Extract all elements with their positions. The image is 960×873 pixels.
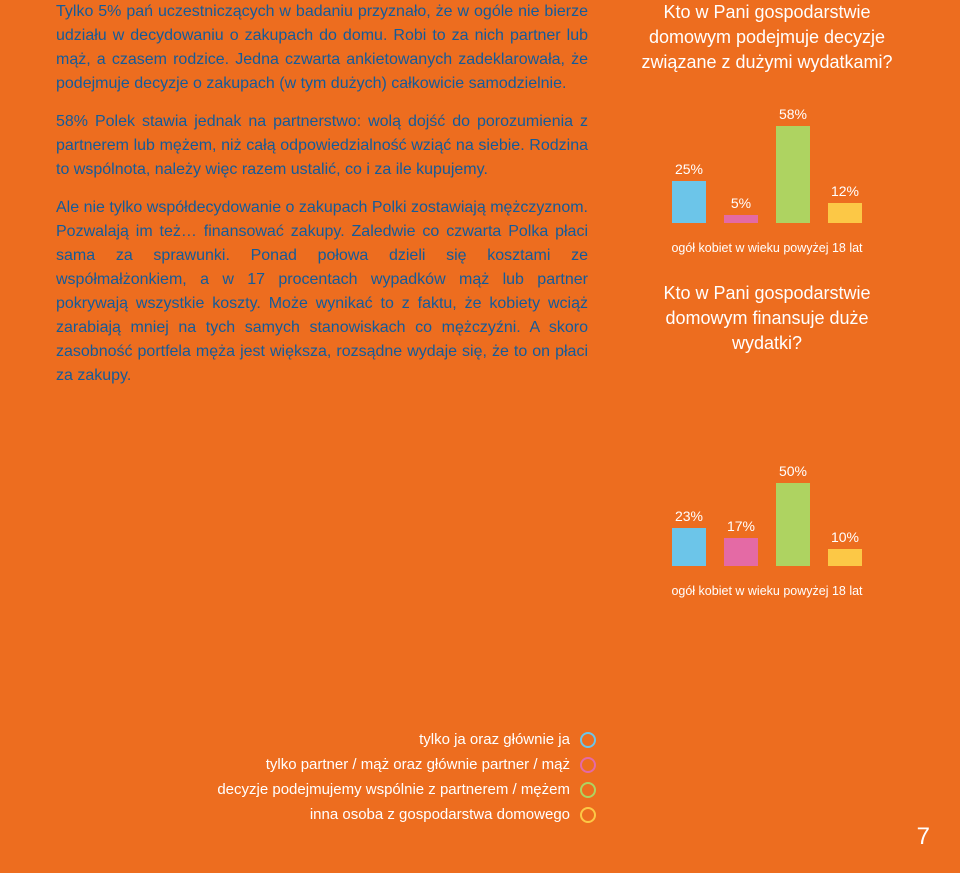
bar: [672, 181, 706, 223]
chart-2: 23% 17% 50% 10%: [636, 446, 898, 566]
legend-row: tylko partner / mąż oraz głównie partner…: [266, 756, 596, 773]
legend-swatch: [580, 807, 596, 823]
bar: [724, 215, 758, 223]
bar-label: 58%: [779, 106, 807, 122]
bar-label: 50%: [779, 463, 807, 479]
bar-wrap: 5%: [721, 195, 761, 223]
chart-1-title: Kto w Pani gospodarstwie domowym podejmu…: [636, 0, 898, 75]
chart-1-block: Kto w Pani gospodarstwie domowym podejmu…: [636, 0, 898, 255]
page-number: 7: [917, 823, 930, 851]
page: Tylko 5% pań uczestniczących w badaniu p…: [0, 0, 960, 873]
chart-2-bars-block: 23% 17% 50% 10% ogół kobiet w wieku powyżej…: [636, 446, 898, 598]
chart-1: 25% 5% 58% 12%: [636, 103, 898, 223]
legend-row: decyzje podejmujemy wspólnie z partnerem…: [217, 781, 596, 798]
bar-label: 23%: [675, 508, 703, 524]
bar: [828, 203, 862, 223]
bar: [776, 483, 810, 566]
bar-wrap: 10%: [825, 529, 865, 566]
bar-wrap: 25%: [669, 161, 709, 223]
bar-label: 5%: [731, 195, 751, 211]
legend-swatch: [580, 732, 596, 748]
bar-label: 17%: [727, 518, 755, 534]
bar-wrap: 23%: [669, 508, 709, 566]
bar-label: 12%: [831, 183, 859, 199]
right-column: Kto w Pani gospodarstwie domowym podejmu…: [636, 0, 898, 624]
bar: [724, 538, 758, 566]
bar: [776, 126, 810, 223]
chart-2-caption: ogół kobiet w wieku powyżej 18 lat: [636, 584, 898, 598]
legend-row: tylko ja oraz głównie ja: [419, 731, 596, 748]
paragraph-2: 58% Polek stawia jednak na partnerstwo: …: [56, 110, 588, 182]
legend-swatch: [580, 757, 596, 773]
paragraph-1: Tylko 5% pań uczestniczących w badaniu p…: [56, 0, 588, 96]
legend-text: inna osoba z gospodarstwa domowego: [310, 806, 570, 823]
bar-wrap: 12%: [825, 183, 865, 223]
legend-text: tylko partner / mąż oraz głównie partner…: [266, 756, 570, 773]
content-columns: Tylko 5% pań uczestniczących w badaniu p…: [56, 0, 904, 624]
bar-label: 10%: [831, 529, 859, 545]
bar-label: 25%: [675, 161, 703, 177]
chart-2-block: Kto w Pani gospodarstwie domowym finansu…: [636, 281, 898, 356]
legend-text: tylko ja oraz głównie ja: [419, 731, 570, 748]
legend-swatch: [580, 782, 596, 798]
bar-wrap: 17%: [721, 518, 761, 566]
legend-row: inna osoba z gospodarstwa domowego: [310, 806, 596, 823]
legend-text: decyzje podejmujemy wspólnie z partnerem…: [217, 781, 570, 798]
bar: [672, 528, 706, 566]
bar: [828, 549, 862, 566]
paragraph-3: Ale nie tylko współdecydowanie o zakupac…: [56, 196, 588, 388]
left-column: Tylko 5% pań uczestniczących w badaniu p…: [56, 0, 596, 624]
chart-1-caption: ogół kobiet w wieku powyżej 18 lat: [636, 241, 898, 255]
chart-2-title: Kto w Pani gospodarstwie domowym finansu…: [636, 281, 898, 356]
bar-wrap: 58%: [773, 106, 813, 223]
legend: tylko ja oraz głównie ja tylko partner / …: [56, 731, 596, 823]
bar-wrap: 50%: [773, 463, 813, 566]
